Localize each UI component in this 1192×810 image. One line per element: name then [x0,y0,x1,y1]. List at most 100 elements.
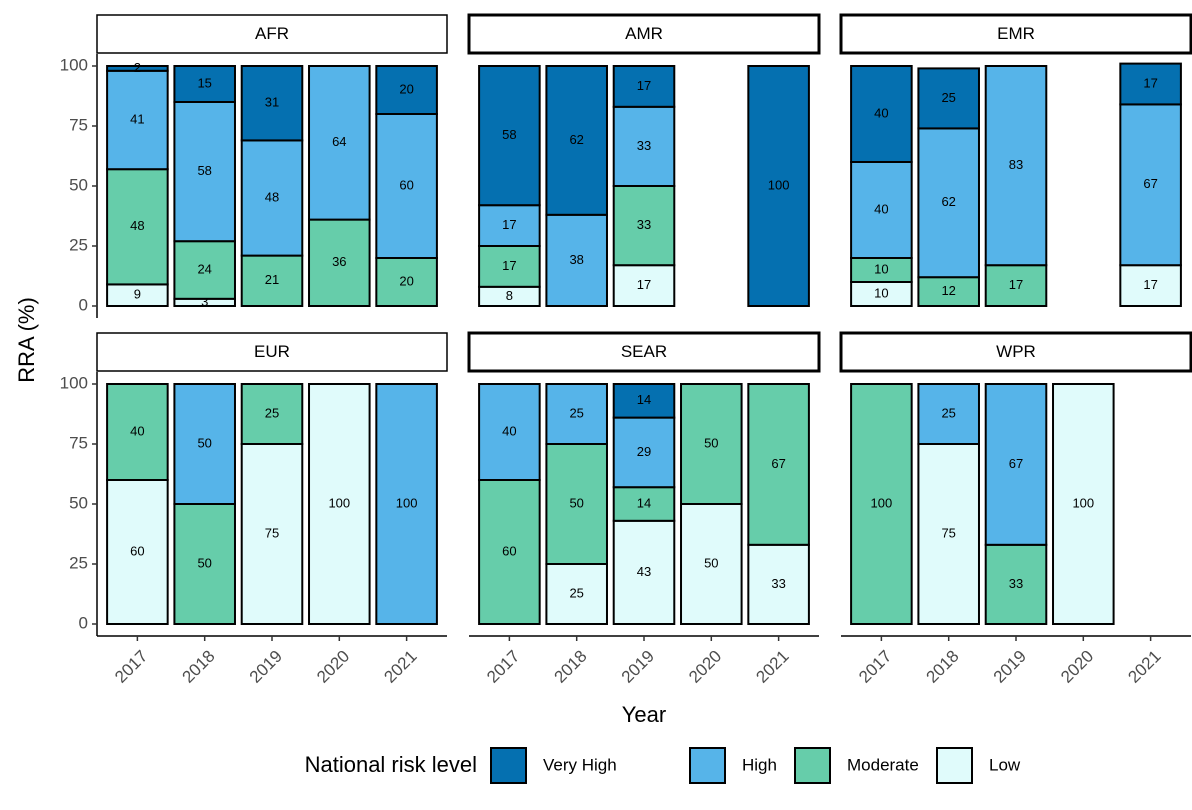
x-tick-label: 2018 [923,647,963,687]
value-label: 12 [941,283,955,298]
value-label: 62 [941,194,955,209]
bar-segment [240,65,304,142]
facet-strip [467,13,821,55]
bar-segment [747,65,810,307]
value-label: 50 [197,555,211,570]
bar-segment [106,65,169,72]
value-label: 60 [502,543,516,558]
x-tick-label: 2018 [551,647,591,687]
bar-segment [917,127,980,279]
bar-segment [545,65,608,216]
value-label: 17 [1009,277,1023,292]
value-label: 10 [874,261,888,276]
value-label: 33 [637,138,651,153]
value-label: 33 [771,576,785,591]
x-tick-label: 2020 [1057,647,1097,687]
value-label: 14 [637,392,651,407]
legend-title: National risk level [305,752,477,777]
value-label: 40 [130,423,144,438]
facet-strip [96,14,448,54]
facet-strip [96,332,448,372]
bar-segment [308,65,371,221]
bar-segment [478,383,541,481]
value-label: 48 [265,189,279,204]
y-tick-label: 50 [69,493,88,512]
facet-title: SEAR [621,342,667,361]
bar-segment [478,245,541,288]
y-tick-label: 25 [69,553,88,572]
value-label: 83 [1009,157,1023,172]
value-label: 17 [637,277,651,292]
y-axis-title: RRA (%) [14,297,39,383]
bar-segment [612,383,676,419]
value-label: 25 [569,585,583,600]
value-label: 40 [874,105,888,120]
y-tick-label: 100 [60,55,88,74]
legend-label: High [742,755,777,774]
value-label: 67 [1009,456,1023,471]
bar-segment [375,383,438,625]
value-label: 100 [768,177,790,192]
bar-segment [478,65,541,207]
value-label: 17 [1143,75,1157,90]
value-label: 43 [637,564,651,579]
bar-segment [173,65,236,103]
bar-segment [375,65,438,115]
x-tick-label: 2021 [752,647,792,687]
x-tick-label: 2017 [855,647,895,687]
value-label: 9 [134,287,141,302]
bar-segment [478,479,541,625]
bar-segment [680,383,743,505]
value-label: 25 [941,405,955,420]
value-label: 58 [197,163,211,178]
facet-title: AFR [255,24,289,43]
value-label: 8 [506,288,513,303]
bar-segment [375,113,438,259]
bar-segment [173,240,236,300]
value-label: 40 [502,423,516,438]
bar-segment [680,503,743,625]
value-label: 50 [704,555,718,570]
bar-segment [1119,264,1182,308]
bar-segment [850,383,913,625]
value-label: 38 [569,252,583,267]
x-axis-title: Year [622,702,666,727]
facet-strip [839,331,1192,373]
bar-segment [747,383,810,546]
facet-title: WPR [996,342,1036,361]
x-tick-label: 2018 [179,647,219,687]
bar-segment [612,105,676,187]
bar-segment [173,383,236,505]
facet-title: AMR [625,24,663,43]
x-tick-label: 2019 [246,647,286,687]
value-label: 41 [130,111,144,126]
value-label: 60 [130,543,144,558]
value-label: 21 [265,272,279,287]
bar-segment [173,101,236,243]
value-label: 2 [134,60,141,75]
value-label: 14 [637,495,651,510]
y-tick-label: 75 [69,115,88,134]
bar-segment [612,519,676,625]
bar-segment [917,67,980,130]
x-tick-label: 2020 [685,647,725,687]
x-tick-label: 2017 [483,647,523,687]
y-tick-label: 0 [79,295,88,314]
value-label: 58 [502,127,516,142]
legend-label: Very High [543,755,617,774]
bar-segment [240,383,304,445]
bar-segment [850,257,913,283]
x-tick-label: 2021 [1124,647,1164,687]
value-label: 33 [1009,576,1023,591]
value-label: 67 [1143,176,1157,191]
bar-segment [173,503,236,625]
bar-segment [545,213,608,307]
value-label: 3 [201,294,208,309]
x-tick-label: 2019 [990,647,1030,687]
value-label: 40 [874,201,888,216]
bar-segment [984,543,1048,625]
bar-segment [612,486,676,522]
bar-segment [545,383,608,445]
legend-key [794,747,831,784]
